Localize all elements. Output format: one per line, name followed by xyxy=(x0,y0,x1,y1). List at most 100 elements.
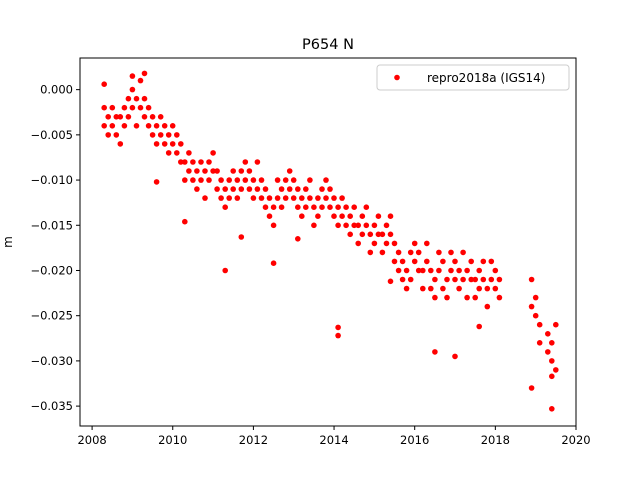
data-point xyxy=(226,195,232,201)
y-tick-label: −0.025 xyxy=(30,309,73,323)
data-point xyxy=(190,177,196,183)
data-point xyxy=(226,177,232,183)
data-point xyxy=(133,123,140,129)
data-point xyxy=(295,204,301,210)
data-point xyxy=(553,367,559,373)
data-point xyxy=(468,258,475,265)
data-point xyxy=(222,204,228,210)
data-point xyxy=(351,204,358,210)
data-point xyxy=(355,240,362,247)
data-point xyxy=(165,150,172,156)
data-point xyxy=(153,141,160,147)
data-point xyxy=(379,231,386,238)
data-point xyxy=(424,240,430,247)
data-point xyxy=(484,303,491,310)
data-point xyxy=(420,285,426,292)
data-point xyxy=(178,141,184,147)
data-point xyxy=(549,373,555,380)
data-point xyxy=(464,294,470,301)
data-point xyxy=(528,276,535,283)
y-tick-label: −0.035 xyxy=(30,399,73,413)
data-point xyxy=(363,222,370,229)
data-point xyxy=(549,358,555,364)
data-point xyxy=(549,340,555,346)
y-tick-label: −0.010 xyxy=(30,173,73,187)
data-point xyxy=(339,195,345,201)
data-point xyxy=(182,159,188,165)
data-point xyxy=(448,267,454,274)
data-point xyxy=(315,195,321,201)
data-points xyxy=(101,70,559,412)
data-point xyxy=(117,114,124,120)
data-point xyxy=(311,222,317,229)
data-point xyxy=(214,186,220,192)
data-point xyxy=(299,195,305,201)
data-point xyxy=(222,186,228,192)
data-point xyxy=(319,204,325,210)
data-point xyxy=(254,186,261,192)
data-point xyxy=(327,204,333,210)
data-point xyxy=(125,114,132,120)
legend-label: repro2018a (IGS14) xyxy=(427,71,545,85)
data-point xyxy=(375,213,382,219)
data-point xyxy=(411,240,418,247)
data-point xyxy=(303,186,309,192)
data-point xyxy=(488,276,495,283)
y-axis-label: m xyxy=(1,236,15,248)
data-point xyxy=(198,159,204,165)
data-point xyxy=(246,186,253,192)
data-point xyxy=(355,222,362,229)
data-point xyxy=(169,123,176,129)
data-point xyxy=(468,276,475,283)
data-point xyxy=(436,249,442,256)
data-point xyxy=(476,285,483,292)
data-point xyxy=(270,204,277,210)
data-point xyxy=(424,258,430,265)
data-point xyxy=(270,260,277,267)
data-point xyxy=(202,168,208,174)
data-point xyxy=(194,168,200,174)
data-point xyxy=(266,213,273,219)
y-tick-label: −0.015 xyxy=(30,218,73,232)
data-point xyxy=(105,132,111,138)
data-point xyxy=(399,258,406,265)
data-point xyxy=(464,267,470,274)
data-point xyxy=(496,276,503,283)
data-point xyxy=(278,204,285,210)
data-point xyxy=(367,231,374,238)
data-point xyxy=(214,168,220,174)
data-point xyxy=(250,195,257,201)
data-point xyxy=(335,332,341,339)
data-point xyxy=(121,104,128,111)
x-tick-label: 2018 xyxy=(481,433,510,447)
data-point xyxy=(105,114,111,120)
x-tick-label: 2012 xyxy=(239,433,268,447)
data-point xyxy=(452,353,458,360)
data-point xyxy=(367,249,374,256)
data-point xyxy=(528,385,535,391)
data-point xyxy=(262,186,269,192)
data-point xyxy=(323,195,329,201)
data-point xyxy=(186,150,192,156)
data-point xyxy=(492,267,499,274)
data-point xyxy=(258,177,265,183)
data-point xyxy=(407,276,414,283)
data-point xyxy=(383,240,390,247)
data-point xyxy=(290,177,297,183)
data-point xyxy=(444,294,450,301)
data-point xyxy=(331,195,337,201)
data-point xyxy=(206,177,212,183)
data-point xyxy=(347,231,354,238)
data-point xyxy=(125,95,132,102)
data-point xyxy=(278,186,285,192)
data-point xyxy=(190,159,196,165)
data-point xyxy=(496,294,503,301)
data-point xyxy=(415,267,422,274)
data-point xyxy=(440,285,446,292)
data-point xyxy=(182,177,188,183)
data-point xyxy=(238,186,245,192)
data-point xyxy=(371,240,378,247)
data-point xyxy=(452,276,458,283)
data-point xyxy=(210,168,216,174)
data-point xyxy=(432,294,438,301)
